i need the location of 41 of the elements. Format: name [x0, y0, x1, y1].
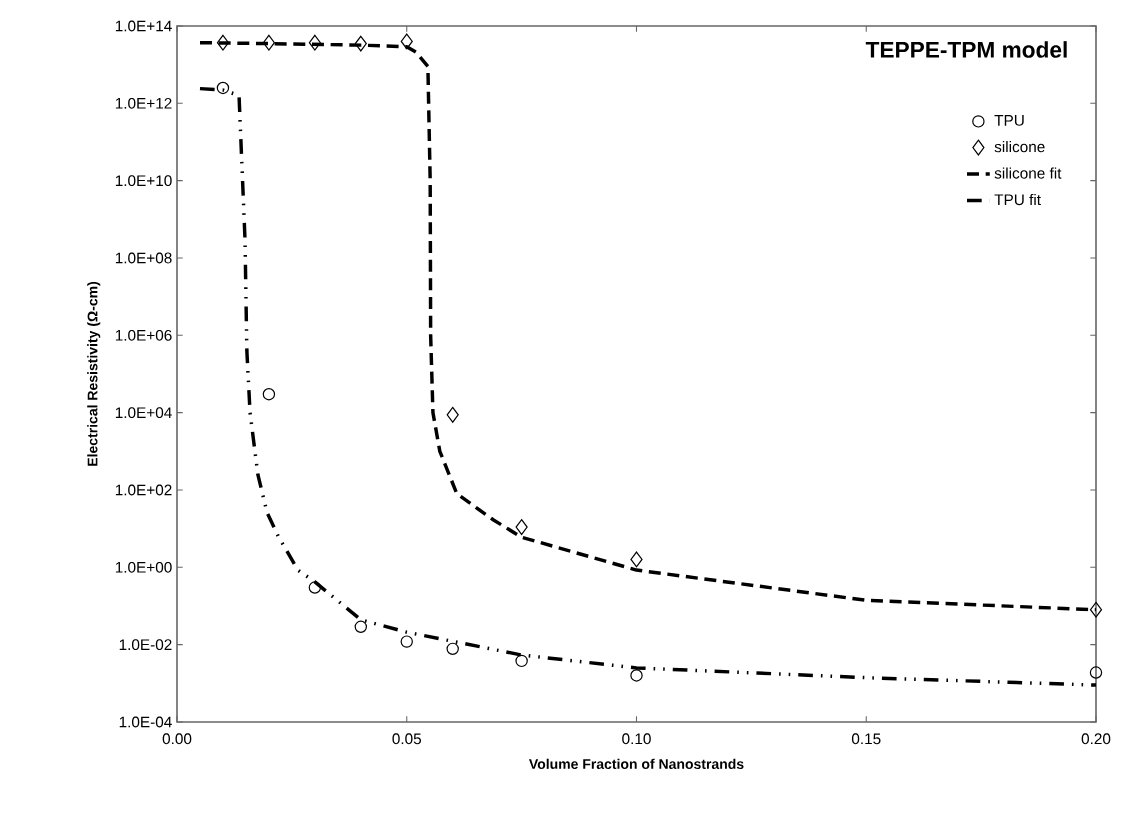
legend-label: silicone fit [994, 167, 1062, 179]
point [400, 635, 413, 648]
y-tick-label: 1.0E+08 [115, 252, 172, 264]
y-tick-label: 1.0E-04 [119, 716, 172, 728]
legend-title: TEPPE-TPM model [865, 41, 1067, 58]
point [1089, 601, 1103, 618]
point [354, 35, 367, 52]
x-tick-label: 0.05 [392, 733, 422, 745]
point [630, 669, 643, 682]
y-tick-label: 1.0E+12 [115, 97, 172, 109]
point [216, 34, 230, 51]
point [308, 34, 321, 51]
point [400, 33, 413, 50]
point [216, 81, 230, 95]
point [630, 551, 643, 568]
legend-label: silicone [994, 141, 1045, 153]
point [515, 654, 528, 668]
line-series [198, 86, 1096, 687]
y-tick-label: 1.0E+06 [115, 329, 172, 341]
point [446, 406, 459, 423]
point [262, 388, 276, 401]
point [262, 34, 275, 51]
x-tick-label: 0.10 [622, 733, 651, 745]
point [446, 642, 459, 656]
point [515, 519, 528, 535]
legend-label: TPU [994, 115, 1024, 126]
y-axis-title: Electrical Resistivity (Ω-cm) [87, 281, 101, 466]
y-tick-label: 1.0E+04 [115, 407, 172, 419]
x-axis-title: Volume Fraction of Nanostrands [529, 758, 744, 769]
x-tick-label: 0.00 [162, 733, 192, 745]
point [354, 620, 367, 633]
x-tick-label: 0.15 [851, 733, 881, 745]
legend-label: TPU fit [994, 193, 1041, 206]
y-tick-label: 1.0E+10 [115, 175, 172, 187]
point [1089, 666, 1103, 679]
y-tick-label: 1.0E+00 [115, 561, 172, 573]
y-tick-label: 1.0E+02 [115, 484, 172, 496]
point [308, 581, 322, 594]
y-tick-label: 1.0E+14 [115, 20, 172, 32]
x-tick-label: 0.20 [1081, 733, 1111, 745]
y-tick-label: 1.0E-02 [119, 639, 172, 651]
